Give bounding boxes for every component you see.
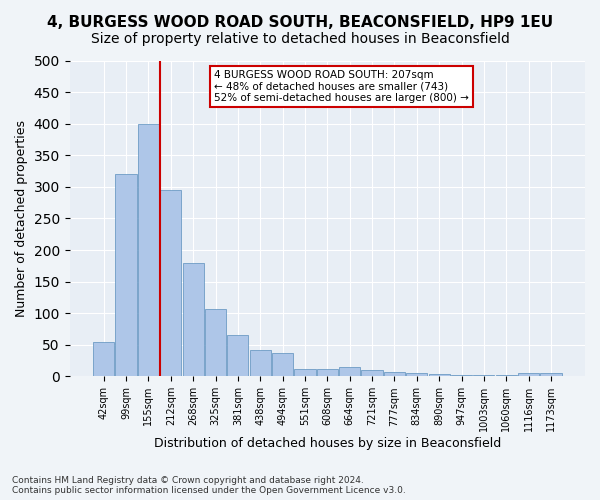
Bar <box>182 262 204 376</box>
Bar <box>295 369 316 376</box>
Bar <box>473 375 494 376</box>
Bar <box>518 373 539 376</box>
Bar <box>93 342 115 376</box>
Bar <box>317 369 338 376</box>
Y-axis label: Number of detached properties: Number of detached properties <box>15 120 28 317</box>
Bar <box>250 350 271 376</box>
Text: Contains HM Land Registry data © Crown copyright and database right 2024.
Contai: Contains HM Land Registry data © Crown c… <box>12 476 406 495</box>
Bar <box>227 336 248 376</box>
Bar <box>451 375 472 376</box>
Bar <box>115 174 137 376</box>
Bar <box>339 367 361 376</box>
Bar <box>406 373 427 376</box>
Bar <box>205 309 226 376</box>
Bar <box>496 375 517 376</box>
Bar <box>138 124 159 376</box>
Bar <box>428 374 450 376</box>
Bar <box>272 353 293 376</box>
X-axis label: Distribution of detached houses by size in Beaconsfield: Distribution of detached houses by size … <box>154 437 501 450</box>
Text: 4 BURGESS WOOD ROAD SOUTH: 207sqm
← 48% of detached houses are smaller (743)
52%: 4 BURGESS WOOD ROAD SOUTH: 207sqm ← 48% … <box>214 70 469 103</box>
Bar <box>160 190 181 376</box>
Bar <box>384 372 405 376</box>
Bar <box>361 370 383 376</box>
Text: 4, BURGESS WOOD ROAD SOUTH, BEACONSFIELD, HP9 1EU: 4, BURGESS WOOD ROAD SOUTH, BEACONSFIELD… <box>47 15 553 30</box>
Text: Size of property relative to detached houses in Beaconsfield: Size of property relative to detached ho… <box>91 32 509 46</box>
Bar <box>541 373 562 376</box>
